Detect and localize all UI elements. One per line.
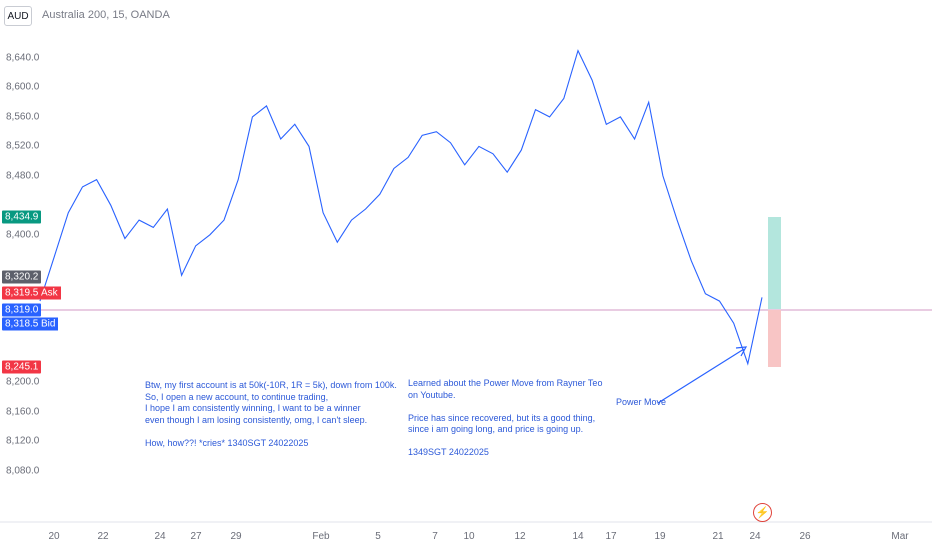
x-tick-label: 21 (712, 531, 724, 542)
text-note-1[interactable]: Btw, my first account is at 50k(-10R, 1R… (145, 380, 397, 448)
y-tick-label: 8,080.0 (6, 465, 40, 477)
x-tick-label: 10 (463, 531, 475, 542)
long-position-stop-zone[interactable] (768, 310, 781, 367)
x-tick-label: 27 (190, 531, 202, 542)
x-tick-label: Feb (312, 531, 330, 542)
x-tick-label: 26 (799, 531, 811, 542)
x-tick-label: 12 (514, 531, 526, 542)
power-move-arrow[interactable] (657, 348, 745, 404)
x-tick-label: 7 (432, 531, 438, 542)
y-tick-label: 8,520.0 (6, 140, 40, 152)
y-tick-label: 8,560.0 (6, 111, 40, 123)
x-tick-label: 22 (97, 531, 109, 542)
y-tick-label: 8,120.0 (6, 435, 40, 447)
x-tick-label: 29 (230, 531, 242, 542)
x-tick-label: 14 (572, 531, 584, 542)
x-tick-label: Mar (891, 531, 909, 542)
power-move-label[interactable]: Power Move (616, 397, 667, 407)
y-tick-label: 8,480.0 (6, 170, 40, 182)
y-tick-label: 8,600.0 (6, 81, 40, 93)
bid-tag: Bid (38, 317, 59, 331)
last-price-label: 8,320.2 (2, 270, 42, 284)
target-price-label: 8,434.9 (2, 210, 42, 224)
symbol-title[interactable]: Australia 200, 15, OANDA (42, 9, 170, 21)
power-move-arrowhead (735, 346, 748, 357)
y-tick-label: 8,200.0 (6, 376, 40, 388)
ask-tag: Ask (38, 286, 61, 300)
y-tick-label: 8,640.0 (6, 52, 40, 64)
text-note-2[interactable]: Learned about the Power Move from Rayner… (408, 378, 603, 457)
x-tick-label: 20 (48, 531, 60, 542)
long-position-target-zone[interactable] (768, 217, 781, 309)
price-series-line (39, 49, 763, 366)
stop-price-label: 8,245.1 (2, 360, 42, 374)
x-tick-label: 19 (654, 531, 666, 542)
y-tick-label: 8,400.0 (6, 229, 40, 241)
ask-price-label: 8,319.5 (2, 286, 42, 300)
x-tick-label: 5 (375, 531, 381, 542)
x-tick-label: 24 (749, 531, 761, 542)
currency-badge[interactable]: AUD (4, 6, 32, 26)
x-tick-label: 17 (605, 531, 617, 542)
lightning-icon[interactable]: ⚡ (753, 503, 772, 522)
bid-price-label: 8,318.5 (2, 317, 42, 331)
y-tick-label: 8,160.0 (6, 406, 40, 418)
x-tick-label: 24 (154, 531, 166, 542)
current-price-label: 8,319.0 (2, 303, 42, 317)
